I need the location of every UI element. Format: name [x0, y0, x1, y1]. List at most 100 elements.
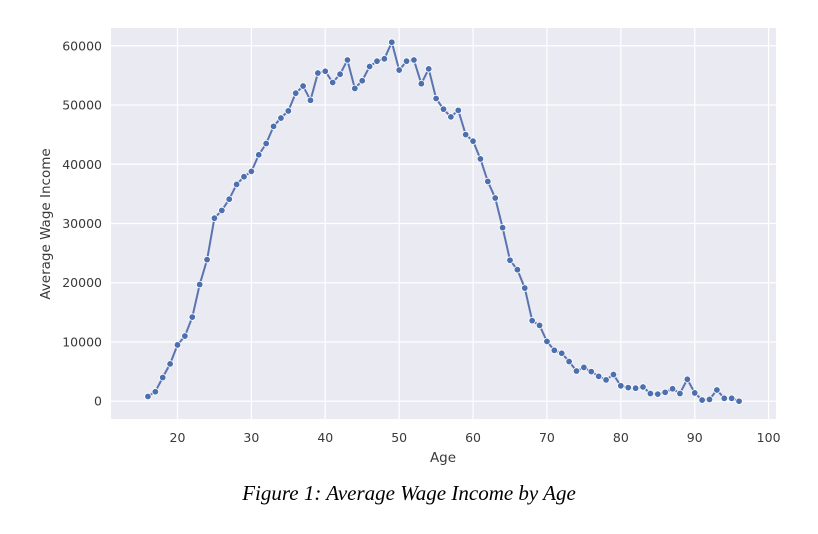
data-point [225, 195, 233, 203]
data-point [210, 214, 219, 222]
data-point [683, 375, 692, 384]
data-point [410, 56, 418, 64]
x-tick-label: 80 [613, 430, 629, 445]
y-axis-label: Average Wage Income [38, 148, 54, 299]
data-point [447, 113, 455, 121]
data-point [151, 388, 160, 396]
data-point [580, 363, 588, 372]
data-point [513, 266, 522, 274]
x-tick-label: 70 [539, 430, 555, 445]
y-tick-label: 0 [94, 394, 102, 409]
y-tick-label: 60000 [62, 38, 102, 53]
data-point [181, 332, 189, 340]
data-point [705, 395, 714, 404]
data-point [306, 96, 315, 104]
data-point [550, 346, 559, 354]
data-point [188, 313, 196, 321]
x-tick-label: 60 [465, 430, 481, 445]
data-point [373, 57, 381, 65]
line-chart: 0 10000 20000 30000 40000 50000 60000 20 30 40 50… [38, 28, 781, 466]
data-point [639, 383, 647, 391]
data-point [469, 137, 477, 145]
data-point [388, 38, 396, 46]
x-tick-label: 100 [757, 430, 781, 445]
x-tick-label: 40 [317, 430, 333, 445]
data-point [691, 389, 699, 397]
series-markers [144, 38, 743, 405]
data-point [277, 114, 285, 122]
data-point [454, 106, 462, 115]
data-point [395, 66, 403, 74]
y-tick-labels: 0 10000 20000 30000 40000 50000 60000 [62, 38, 102, 408]
data-point [646, 389, 655, 398]
data-point [609, 370, 618, 379]
data-point [535, 321, 544, 330]
data-point [735, 397, 743, 405]
data-point [713, 386, 721, 394]
data-point [240, 172, 248, 181]
data-point [572, 367, 581, 375]
y-tick-label: 10000 [62, 334, 102, 349]
data-point [565, 357, 573, 366]
grid-lines [111, 28, 776, 419]
data-point [417, 79, 426, 88]
data-point [314, 69, 322, 77]
data-point [402, 57, 411, 65]
data-point [195, 280, 204, 289]
data-point [528, 316, 536, 325]
data-point [602, 376, 610, 384]
data-point [498, 223, 507, 232]
data-point [321, 67, 329, 75]
data-point [491, 194, 499, 202]
data-point [461, 130, 470, 139]
data-point [727, 394, 736, 402]
y-tick-label: 30000 [62, 216, 102, 231]
figure-caption: Figure 1: Average Wage Income by Age [242, 481, 576, 505]
data-point [587, 367, 595, 376]
data-point [476, 155, 485, 163]
data-point [232, 180, 241, 189]
data-point [380, 55, 389, 63]
data-point [255, 151, 263, 159]
data-point [617, 382, 625, 390]
data-point [144, 392, 152, 401]
data-point [262, 139, 270, 148]
data-point [299, 82, 307, 90]
data-point [594, 372, 603, 381]
data-point [247, 167, 256, 176]
x-tick-label: 30 [243, 430, 259, 445]
y-tick-label: 50000 [62, 98, 102, 113]
data-point [676, 389, 684, 398]
data-point [668, 385, 677, 393]
data-point [506, 256, 514, 264]
data-point [343, 56, 352, 64]
data-point [439, 105, 448, 113]
x-axis-label: Age [430, 450, 456, 466]
data-point [698, 396, 706, 404]
data-point [654, 390, 662, 398]
data-point [720, 394, 728, 402]
data-point [425, 65, 433, 73]
data-point [521, 284, 529, 292]
data-point [173, 341, 182, 349]
data-point [365, 62, 374, 71]
data-point [159, 373, 167, 382]
data-point [631, 384, 640, 392]
data-point [543, 337, 551, 346]
data-point [558, 349, 566, 357]
data-point [336, 70, 344, 78]
data-point [269, 122, 278, 131]
x-tick-labels: 20 30 40 50 60 70 80 90 100 [170, 430, 781, 445]
data-point [203, 255, 211, 264]
data-point [218, 206, 226, 215]
data-point [351, 84, 359, 93]
data-point [284, 107, 293, 115]
data-point [292, 89, 300, 97]
data-point [358, 77, 366, 85]
data-point [484, 177, 492, 186]
data-point [328, 78, 337, 87]
x-tick-label: 20 [170, 430, 186, 445]
x-tick-label: 90 [687, 430, 703, 445]
data-point [624, 383, 632, 392]
x-tick-label: 50 [391, 430, 407, 445]
